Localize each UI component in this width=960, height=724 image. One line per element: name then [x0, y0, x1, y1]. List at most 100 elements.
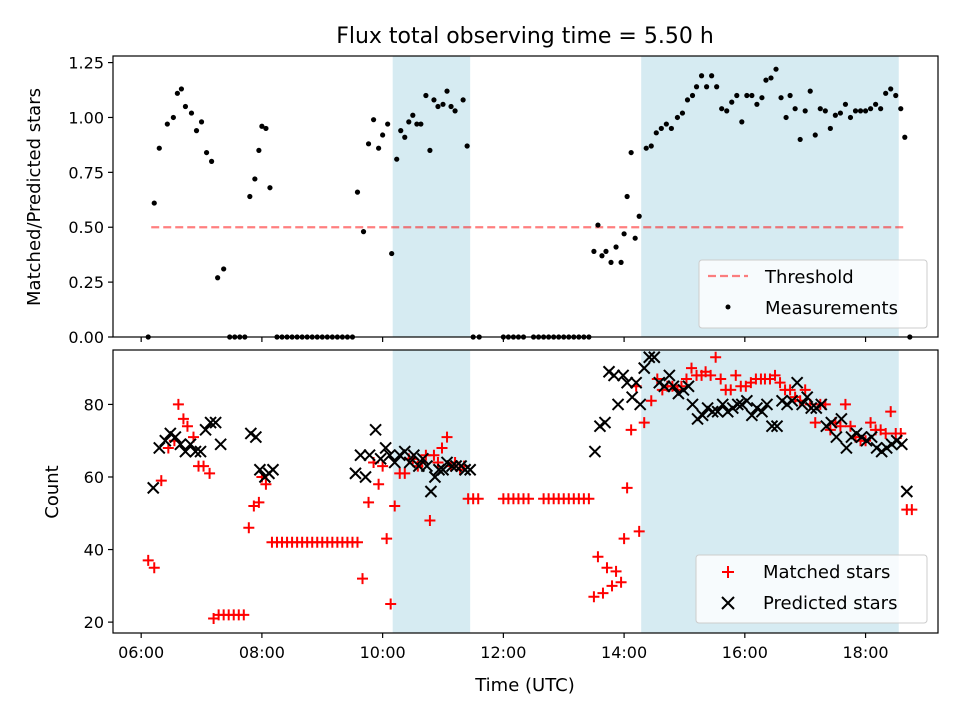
predicted-star-marker [436, 463, 450, 476]
predicted-star-marker [445, 459, 459, 473]
matched-star-marker [680, 373, 692, 385]
y-tick-label: 60 [84, 468, 104, 487]
matched-star-marker [260, 478, 272, 490]
measurement-point [178, 86, 185, 92]
predicted-star-marker [159, 434, 172, 447]
matched-star-marker [385, 598, 397, 610]
matched-star-marker [243, 522, 255, 534]
predicted-star-marker [398, 445, 411, 458]
top-x-ticks [140, 337, 867, 342]
matched-star-marker [432, 456, 444, 468]
matched-star-marker [583, 493, 595, 505]
measurement-point [768, 75, 774, 81]
predicted-star-marker [638, 361, 651, 375]
matched-star-marker [428, 449, 440, 461]
measurement-point [837, 110, 844, 116]
predicted-star-marker [795, 398, 809, 411]
bottom-axes-frame [112, 349, 939, 634]
shaded-interval [392, 56, 471, 337]
measurement-point [783, 114, 789, 121]
measurement-point [763, 77, 769, 83]
predicted-stars-series [147, 351, 914, 498]
predicted-star-marker [785, 394, 799, 408]
x-tick-label: 06:00 [118, 643, 164, 662]
predicted-star-marker [629, 376, 643, 389]
measurement-point [599, 253, 605, 259]
predicted-star-marker [667, 380, 680, 393]
predicted-star-marker [716, 398, 729, 411]
measurement-point [807, 88, 813, 94]
measurement-point [674, 114, 681, 121]
measurement-point [817, 106, 823, 112]
matched-star-marker [523, 493, 535, 505]
predicted-star-marker [184, 438, 197, 451]
measurement-point [643, 145, 649, 151]
predicted-star-marker [616, 369, 630, 382]
predicted-star-marker [169, 430, 182, 444]
predicted-star-marker [895, 438, 908, 451]
figure-title: Flux total observing time = 5.50 h [336, 24, 714, 49]
predicted-star-marker [755, 405, 769, 418]
predicted-star-marker [189, 445, 202, 458]
matched-star-marker [705, 369, 717, 381]
predicted-star-marker [179, 445, 192, 458]
matched-star-marker [715, 373, 727, 385]
measurement-point [724, 108, 730, 114]
matched-star-marker [377, 460, 389, 472]
predicted-star-marker [643, 351, 656, 364]
matched-star-marker [865, 417, 877, 429]
matched-star-marker [155, 475, 167, 487]
measurement-point [773, 66, 779, 72]
measurement-point [693, 84, 700, 90]
x-tick-label: 18:00 [843, 643, 889, 662]
matched-star-marker [610, 565, 622, 577]
measurement-point [787, 92, 793, 99]
predicted-star-marker [620, 376, 634, 389]
measurement-point [452, 108, 458, 114]
matched-star-marker [436, 442, 448, 454]
predicted-star-marker [588, 445, 602, 458]
measurement-point [182, 103, 189, 110]
predicted-star-marker [424, 485, 438, 498]
measurement-point [898, 106, 904, 112]
measurement-point [444, 88, 450, 94]
matched-star-marker [142, 554, 154, 566]
measurement-point [464, 143, 470, 149]
panel-ratio: 0.00 0.25 0.50 0.75 1.00 1.25 Matched/Predict… [24, 54, 939, 347]
y-tick-label: 1.25 [68, 54, 104, 73]
matched-star-marker [730, 369, 742, 381]
measurement-point [431, 97, 437, 103]
predicted-star-marker [663, 369, 676, 382]
predicted-star-marker [805, 401, 818, 415]
matched-star-marker [181, 420, 193, 432]
x-tick-label: 12:00 [480, 643, 526, 662]
matched-star-marker [399, 467, 411, 479]
measurement-point [618, 259, 624, 265]
predicted-star-marker [900, 485, 914, 498]
measurement-point [636, 213, 642, 219]
measurement-point [151, 200, 157, 206]
matched-star-marker [621, 482, 633, 494]
matched-star-marker [177, 413, 189, 425]
matched-star-marker [357, 573, 369, 585]
matched-star-marker [441, 431, 453, 443]
measurement-point [215, 275, 221, 281]
predicted-star-marker [209, 416, 222, 429]
measurement-point [749, 92, 755, 99]
matched-star-marker [238, 609, 250, 621]
matched-star-marker [880, 427, 892, 439]
predicted-star-marker [407, 449, 421, 462]
predicted-star-marker [633, 398, 647, 411]
measurement-point [739, 119, 745, 125]
predicted-star-marker [403, 456, 417, 469]
y-tick-label: 0.00 [68, 328, 104, 347]
predicted-star-marker [458, 463, 472, 476]
top-axes-frame [112, 55, 939, 338]
predicted-star-marker [598, 416, 612, 429]
measurement-point [389, 250, 395, 257]
matched-star-marker [597, 587, 609, 599]
predicted-star-marker [696, 409, 709, 422]
measurement-point [893, 92, 899, 99]
measurement-point [170, 114, 176, 121]
matched-star-marker [588, 591, 600, 603]
